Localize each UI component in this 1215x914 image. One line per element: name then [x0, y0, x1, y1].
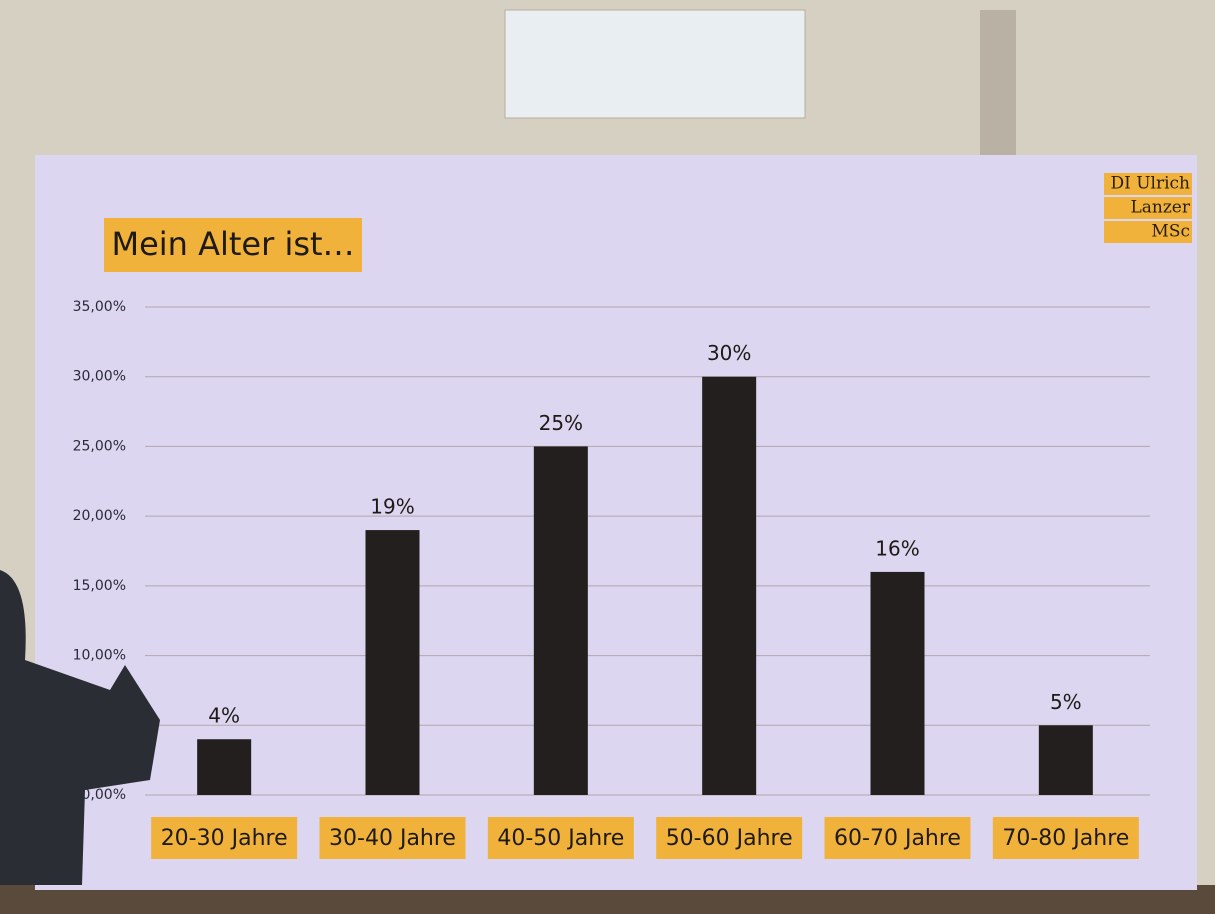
y-tick-label: 30,00%	[73, 369, 126, 385]
category-box	[319, 817, 466, 859]
author-line: MSc	[1151, 222, 1190, 242]
value-label: 4%	[208, 704, 240, 728]
y-tick-label: 0,00%	[82, 787, 126, 803]
value-label: 25%	[539, 411, 583, 435]
presenter	[0, 570, 160, 885]
category-box	[151, 817, 298, 859]
title-box	[104, 218, 362, 272]
bar	[870, 571, 925, 795]
author-box	[1104, 197, 1192, 219]
chart-title: Mein Alter ist…	[111, 225, 354, 263]
author-box	[1104, 173, 1192, 195]
bar	[197, 739, 252, 795]
bar	[365, 530, 420, 795]
value-label: 16%	[875, 536, 919, 560]
author-box	[1104, 221, 1192, 243]
y-tick-label: 20,00%	[73, 508, 126, 524]
x-tick-label: 60-70 Jahre	[834, 826, 961, 851]
x-tick-label: 20-30 Jahre	[161, 826, 288, 851]
category-box	[824, 817, 971, 859]
x-tick-label: 70-80 Jahre	[1002, 826, 1129, 851]
category-box	[992, 817, 1139, 859]
window	[504, 9, 806, 119]
y-tick-label: 35,00%	[73, 299, 126, 315]
y-tick-label: 15,00%	[73, 578, 126, 594]
category-box	[487, 817, 634, 859]
x-tick-label: 50-60 Jahre	[666, 826, 793, 851]
plot: 0,00%5,00%10,00%15,00%20,00%25,00%30,00%…	[73, 299, 1150, 859]
category-box	[656, 817, 803, 859]
bar	[1038, 725, 1093, 795]
x-tick-label: 40-50 Jahre	[497, 826, 624, 851]
pillar	[980, 10, 1016, 160]
author-line: Lanzer	[1130, 198, 1190, 218]
x-tick-label: 30-40 Jahre	[329, 826, 456, 851]
author-line: DI Ulrich	[1110, 174, 1190, 194]
bar	[702, 376, 757, 795]
value-label: 5%	[1050, 690, 1082, 714]
value-label: 30%	[707, 341, 751, 365]
author: DI Ulrich Lanzer MSc	[1104, 173, 1192, 243]
bar	[533, 446, 588, 795]
value-label: 19%	[370, 495, 414, 519]
y-tick-label: 10,00%	[73, 648, 126, 664]
y-tick-label: 25,00%	[73, 438, 126, 454]
